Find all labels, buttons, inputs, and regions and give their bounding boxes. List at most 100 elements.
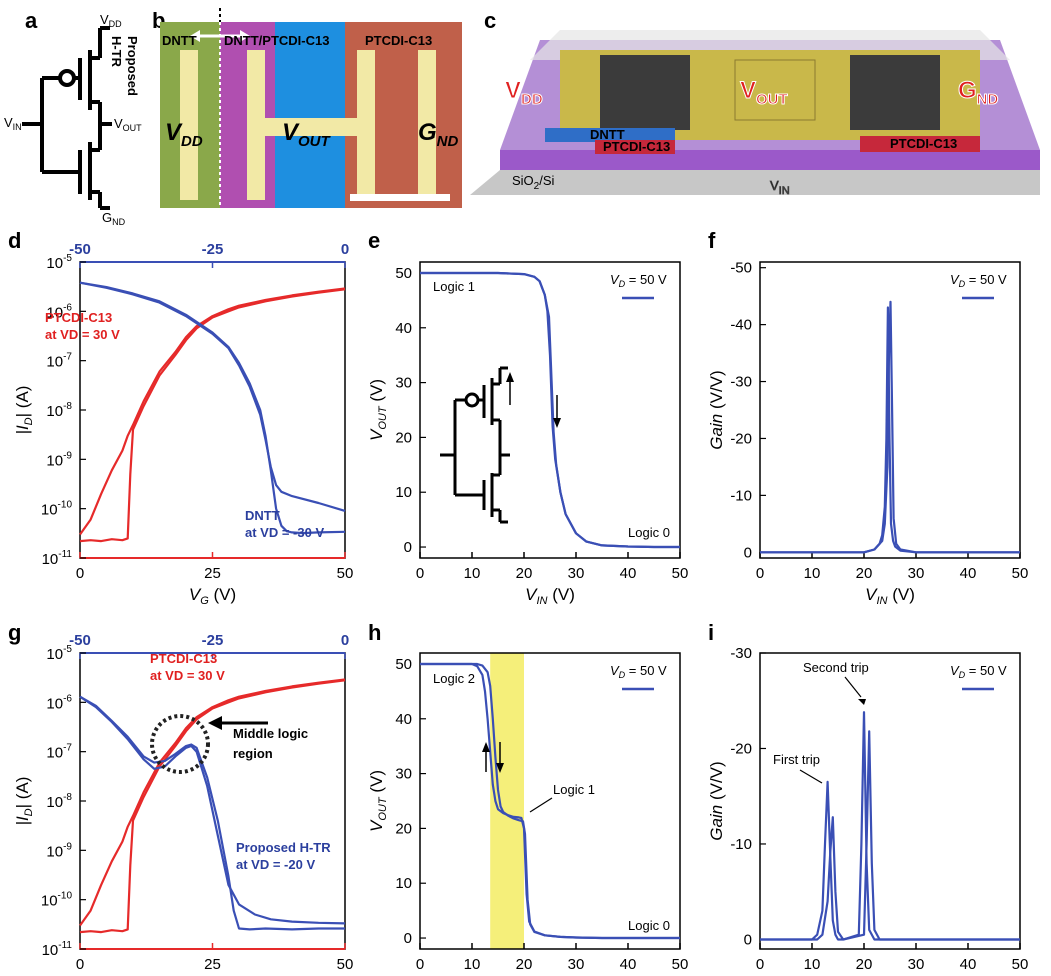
- panel-letter-d: d: [8, 228, 21, 253]
- series-line-g-1: [79, 679, 346, 934]
- annotation-ptcdi-vd-d: at VD = 30 V: [45, 327, 120, 342]
- vout-label-a: VOUT: [114, 116, 142, 133]
- x-axis-label-d: VG (V): [189, 585, 236, 607]
- gnd-label-b: GND: [418, 119, 459, 150]
- x-tick-label-f: 20: [856, 565, 873, 582]
- chart-g: 0 25 50-50 -25 010-1110-1010-910-810-710-610…: [13, 632, 354, 973]
- annotation-region-g: region: [233, 746, 273, 761]
- x-tick-label-g: 0: [76, 956, 84, 973]
- vout-electrode-right: [357, 50, 375, 200]
- y-tick-label-d: 10-8: [46, 401, 72, 420]
- panel-a: a VDD VIN VOUT GND: [4, 8, 142, 227]
- annotation-ptcdi-g: PTCDI-C13: [150, 651, 217, 666]
- chart-d: 0 25 50-50 -25 010-1110-1010-910-810-710-610…: [13, 241, 353, 607]
- circuit-title-a: Proposed H-TR: [109, 36, 140, 96]
- y-tick-label-d: 10-7: [46, 352, 72, 371]
- series-line-e-1: [420, 271, 680, 549]
- y-axis-label-h: VOUT (V): [367, 770, 389, 832]
- dntt-layer: [545, 128, 675, 142]
- y-tick-label-e: 40: [395, 320, 412, 337]
- middle-logic-arrowhead-g: [208, 716, 222, 730]
- x-tick-label-f: 10: [804, 565, 821, 582]
- vout-label-b: VOUT: [282, 119, 332, 150]
- annotation-ptcdi-d: PTCDI-C13: [45, 310, 112, 325]
- plot-frame-f: [759, 261, 1021, 559]
- y-tick-label-h: 0: [404, 930, 412, 947]
- y-tick-label-d: 10-6: [46, 302, 72, 321]
- gnd-label-c: GND: [958, 77, 999, 108]
- series-line-d-1: [79, 288, 346, 543]
- y-tick-label-e: 30: [395, 375, 412, 392]
- first-trip-pointer-i: [799, 769, 823, 784]
- x-tick-label-e: 50: [672, 565, 689, 582]
- y-tick-label-g: 10-5: [46, 644, 72, 663]
- x2-tick-label-d: -50: [69, 241, 91, 258]
- y-tick-label-f: -30: [730, 374, 752, 391]
- plot-frame-d: [79, 261, 346, 559]
- sweep-up-arrowhead-h: [482, 742, 490, 752]
- annotation-logic2-h: Logic 2: [433, 671, 475, 686]
- y-axis-label-e: VOUT (V): [367, 379, 389, 441]
- x-tick-label-e: 0: [416, 565, 424, 582]
- series-line-d-0: [79, 287, 346, 536]
- plot-frame-i: [759, 652, 1021, 950]
- x-tick-label-i: 0: [756, 956, 764, 973]
- x-tick-label-e: 30: [568, 565, 585, 582]
- annotation-htr-g: Proposed H-TR: [236, 840, 331, 855]
- x-tick-label-i: 20: [856, 956, 873, 973]
- x-tick-label-i: 30: [908, 956, 925, 973]
- vdd-label-c: VDD: [505, 77, 543, 108]
- sio2-layer: [500, 150, 1040, 170]
- svg-text:VIN (V): VIN (V): [525, 585, 575, 607]
- x-tick-label-g: 50: [337, 956, 354, 973]
- panel-c: c VDD VOUT GND DNTT PTCDI-C13 PTCDI-C13 …: [470, 8, 1040, 197]
- sweep-down-arrowhead-e: [553, 418, 561, 428]
- x-tick-label-f: 40: [960, 565, 977, 582]
- ptcdi-left-label-c: PTCDI-C13: [603, 139, 670, 154]
- y-tick-label-h: 50: [395, 656, 412, 673]
- series-line-f-1: [760, 300, 1020, 554]
- y-tick-label-e: 20: [395, 429, 412, 446]
- y-tick-label-e: 50: [395, 265, 412, 282]
- y-tick-label-h: 20: [395, 820, 412, 837]
- x-tick-label-e: 20: [516, 565, 533, 582]
- y-tick-label-i: -20: [730, 740, 752, 757]
- x-tick-label-d: 25: [204, 565, 221, 582]
- series-line-h-0: [420, 662, 680, 940]
- vout-label-c: VOUT: [740, 77, 788, 108]
- x-tick-label-i: 40: [960, 956, 977, 973]
- panel-letter-e: e: [368, 228, 380, 253]
- y-tick-label-g: 10-11: [42, 940, 73, 959]
- series-line-g-0: [79, 678, 346, 927]
- x-tick-label-d: 0: [76, 565, 84, 582]
- gnd-label-a: GND: [102, 210, 126, 227]
- x-tick-label-g: 25: [204, 956, 221, 973]
- x-tick-label-e: 10: [464, 565, 481, 582]
- y-tick-label-i: -10: [730, 836, 752, 853]
- channel-right: [850, 55, 940, 130]
- x-tick-label-i: 50: [1012, 956, 1029, 973]
- y-axis-label-i: Gain (V/V): [707, 761, 726, 840]
- plot-frame-h: [419, 652, 681, 950]
- ptcdi-left-layer: [595, 140, 675, 154]
- legend-label-h: VD = 50 V: [610, 663, 667, 680]
- x2-tick-label-d: -25: [202, 241, 224, 258]
- legend-label-i: VD = 50 V: [950, 663, 1007, 680]
- y-axis-label-d: |ID| (A): [13, 386, 35, 435]
- y-tick-label-g: 10-7: [46, 743, 72, 762]
- svg-text:VOUT (V): VOUT (V): [367, 770, 389, 832]
- second-trip-pointer-i: [844, 676, 862, 698]
- substrate-base: [470, 170, 1040, 195]
- y-tick-label-f: -40: [730, 317, 752, 334]
- circuit-schematic-a: [22, 26, 112, 210]
- svg-text:|ID| (A): |ID| (A): [13, 386, 35, 435]
- y-tick-label-h: 40: [395, 711, 412, 728]
- x-tick-label-h: 0: [416, 956, 424, 973]
- x-tick-label-h: 20: [516, 956, 533, 973]
- y-tick-label-e: 0: [404, 539, 412, 556]
- plot-frame-e: [419, 261, 681, 559]
- scale-bar: [350, 194, 450, 201]
- y-axis-label-g: |ID| (A): [13, 777, 35, 826]
